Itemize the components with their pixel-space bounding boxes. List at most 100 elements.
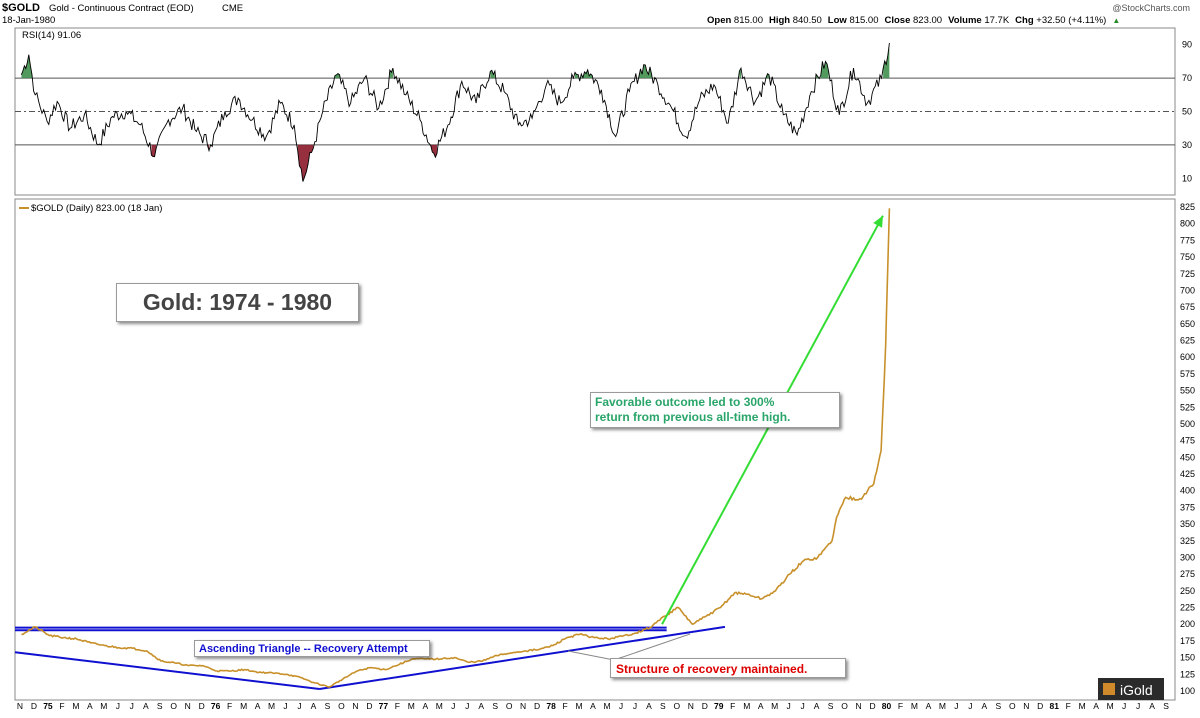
price-legend: $GOLD (Daily) 823.00 (18 Jan) — [19, 203, 162, 214]
price-x-tick-7: J — [116, 701, 120, 711]
rsi-y-axis: 10 30 50 70 90 — [1182, 40, 1192, 184]
price-y-tick-500: 500 — [1180, 419, 1195, 429]
rsi-overbought-fill — [820, 61, 829, 79]
price-x-tick-8: J — [130, 701, 134, 711]
rsi-overbought-fill — [490, 70, 495, 79]
price-y-tick-725: 725 — [1180, 269, 1195, 279]
quote-chg: Chg +32.50 (+4.11%) — [1015, 15, 1106, 26]
price-x-tick-1: D — [31, 701, 37, 711]
igold-logo-mark — [1103, 683, 1115, 695]
price-y-tick-125: 125 — [1180, 669, 1195, 679]
price-x-tick-34: S — [492, 701, 498, 711]
price-x-tick-76: M — [1079, 701, 1086, 711]
igold-logo-text: iGold — [1120, 682, 1153, 698]
price-y-tick-175: 175 — [1180, 636, 1195, 646]
price-x-tick-11: O — [170, 701, 177, 711]
price-y-tick-675: 675 — [1180, 302, 1195, 312]
rsi-legend: RSI(14) 91.06 — [22, 30, 81, 41]
price-y-tick-150: 150 — [1180, 653, 1195, 663]
price-x-tick-10: S — [157, 701, 163, 711]
price-y-axis: 100 125 150 175 200 225 250 275 300 325 350 375 400 4… — [1180, 202, 1195, 696]
favorable-line-2: return from previous all-time high. — [595, 410, 791, 424]
price-x-tick-59: O — [841, 701, 848, 711]
quote-high: High 840.50 — [769, 15, 822, 26]
price-x-tick-45: A — [646, 701, 652, 711]
price-x-tick-37: D — [534, 701, 540, 711]
price-y-tick-225: 225 — [1180, 603, 1195, 613]
price-x-tick-67: J — [954, 701, 958, 711]
price-x-tick-3: F — [59, 701, 64, 711]
price-x-tick-62: 80 — [882, 701, 892, 711]
price-x-tick-24: N — [352, 701, 358, 711]
price-x-tick-74: 81 — [1049, 701, 1059, 711]
price-x-tick-72: N — [1023, 701, 1029, 711]
price-x-tick-19: J — [283, 701, 287, 711]
price-y-tick-575: 575 — [1180, 369, 1195, 379]
rsi-y-tick-90: 90 — [1182, 40, 1192, 50]
price-x-tick-4: M — [72, 701, 79, 711]
price-x-tick-46: S — [660, 701, 666, 711]
price-y-tick-400: 400 — [1180, 486, 1195, 496]
price-x-tick-78: M — [1107, 701, 1114, 711]
price-y-tick-775: 775 — [1180, 235, 1195, 245]
rsi-line — [20, 42, 890, 182]
ascending-support-line — [319, 625, 726, 690]
chart-exchange: CME — [222, 3, 243, 14]
structure-pointer-2 — [613, 633, 691, 661]
price-x-tick-71: O — [1009, 701, 1016, 711]
price-x-tick-31: J — [451, 701, 455, 711]
chart-date: 18-Jan-1980 — [2, 15, 55, 26]
price-y-tick-550: 550 — [1180, 386, 1195, 396]
price-x-tick-73: D — [1037, 701, 1043, 711]
price-x-tick-25: D — [366, 701, 372, 711]
price-x-tick-80: J — [1136, 701, 1140, 711]
price-plot — [21, 208, 891, 688]
rsi-overbought-fill — [334, 73, 340, 79]
price-x-tick-68: J — [968, 701, 972, 711]
price-y-tick-750: 750 — [1180, 252, 1195, 262]
price-x-tick-17: A — [255, 701, 261, 711]
price-x-tick-27: F — [395, 701, 400, 711]
price-x-tick-47: O — [674, 701, 681, 711]
price-x-tick-28: M — [408, 701, 415, 711]
price-x-tick-39: F — [562, 701, 567, 711]
price-x-tick-57: A — [814, 701, 820, 711]
price-x-tick-26: 77 — [379, 701, 389, 711]
price-x-tick-64: M — [911, 701, 918, 711]
price-y-tick-375: 375 — [1180, 502, 1195, 512]
price-y-tick-625: 625 — [1180, 336, 1195, 346]
title-callout-text: Gold: 1974 - 1980 — [142, 289, 333, 315]
price-x-tick-61: D — [869, 701, 875, 711]
price-x-tick-66: M — [939, 701, 946, 711]
structure-callout: Structure of recovery maintained. — [610, 658, 846, 678]
triangle-callout-text: Ascending Triangle -- Recovery Attempt — [199, 643, 408, 655]
price-x-tick-32: J — [465, 701, 469, 711]
price-legend-label: $GOLD (Daily) 823.00 (18 Jan) — [31, 203, 162, 214]
price-x-tick-38: 78 — [546, 701, 556, 711]
price-x-tick-58: S — [828, 701, 834, 711]
price-x-tick-77: A — [1093, 701, 1099, 711]
price-x-tick-9: A — [143, 701, 149, 711]
price-x-tick-16: M — [240, 701, 247, 711]
price-x-tick-69: A — [982, 701, 988, 711]
target-arrow-head — [873, 215, 883, 228]
price-x-tick-29: A — [422, 701, 428, 711]
quote-volume: Volume 17.7K — [948, 15, 1010, 26]
price-x-tick-50: 79 — [714, 701, 724, 711]
price-x-tick-22: S — [325, 701, 331, 711]
price-x-tick-55: J — [787, 701, 791, 711]
price-x-tick-21: A — [311, 701, 317, 711]
price-x-tick-52: M — [743, 701, 750, 711]
rsi-y-tick-50: 50 — [1182, 107, 1192, 117]
price-x-tick-15: F — [227, 701, 232, 711]
price-y-tick-800: 800 — [1180, 219, 1195, 229]
quote-open: Open 815.00 — [707, 15, 763, 26]
price-x-tick-2: 75 — [43, 701, 53, 711]
gold-price-line — [21, 208, 891, 688]
price-x-tick-43: J — [619, 701, 623, 711]
structure-callout-text: Structure of recovery maintained. — [616, 662, 808, 676]
price-x-tick-81: A — [1149, 701, 1155, 711]
quote-close: Close 823.00 — [885, 15, 943, 26]
descending-trend-line — [14, 651, 320, 690]
